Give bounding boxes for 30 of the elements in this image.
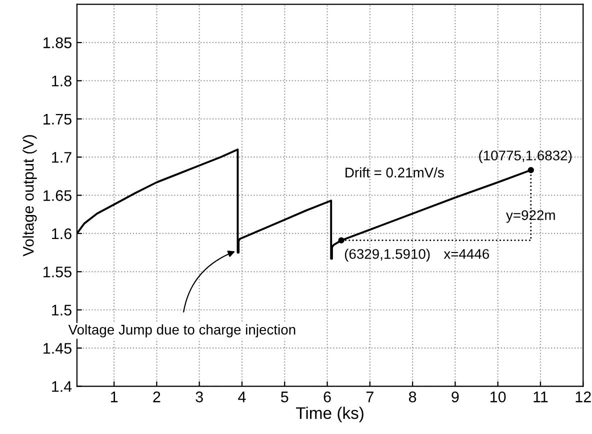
x-tick-label: 1 (110, 392, 118, 402)
x-tick-label: 2 (153, 392, 160, 402)
annotation: Drift = 0.21mV/s (346, 167, 444, 178)
y-tick-label: 1.45 (44, 343, 72, 354)
x-tick-label: 10 (490, 392, 506, 402)
y-axis-title: Voltage output (V) (22, 135, 37, 256)
y-tick-label: 1.65 (44, 190, 72, 201)
annotation: y=922m (506, 210, 555, 223)
y-tick-label: 1.6 (52, 228, 72, 240)
annotation: (6329,1.5910) (344, 248, 430, 262)
y-tick-label: 1.8 (52, 76, 72, 86)
y-tick-label: 1.55 (44, 266, 72, 278)
x-tick-label: 3 (196, 392, 203, 402)
annotation: x=4446 (444, 249, 490, 259)
x-tick-label: 6 (324, 392, 331, 402)
y-tick-label: 1.4 (52, 381, 72, 392)
x-tick-label: 9 (452, 392, 459, 402)
x-tick-label: 4 (238, 392, 246, 402)
y-tick-label: 1.7 (52, 152, 72, 163)
annotation: Voltage Jump due to charge injection (68, 324, 296, 338)
x-axis-title: Time (ks) (296, 406, 364, 422)
y-tick-label: 1.75 (44, 114, 72, 125)
x-tick-label: 12 (576, 392, 591, 402)
annotation: (10775,1.6832) (479, 150, 572, 164)
y-tick-label: 1.85 (44, 37, 72, 48)
x-tick-label: 7 (366, 392, 374, 402)
y-tick-label: 1.5 (52, 304, 72, 316)
x-tick-label: 8 (408, 392, 416, 402)
x-tick-label: 5 (280, 392, 288, 402)
x-tick-label: 11 (534, 392, 548, 402)
